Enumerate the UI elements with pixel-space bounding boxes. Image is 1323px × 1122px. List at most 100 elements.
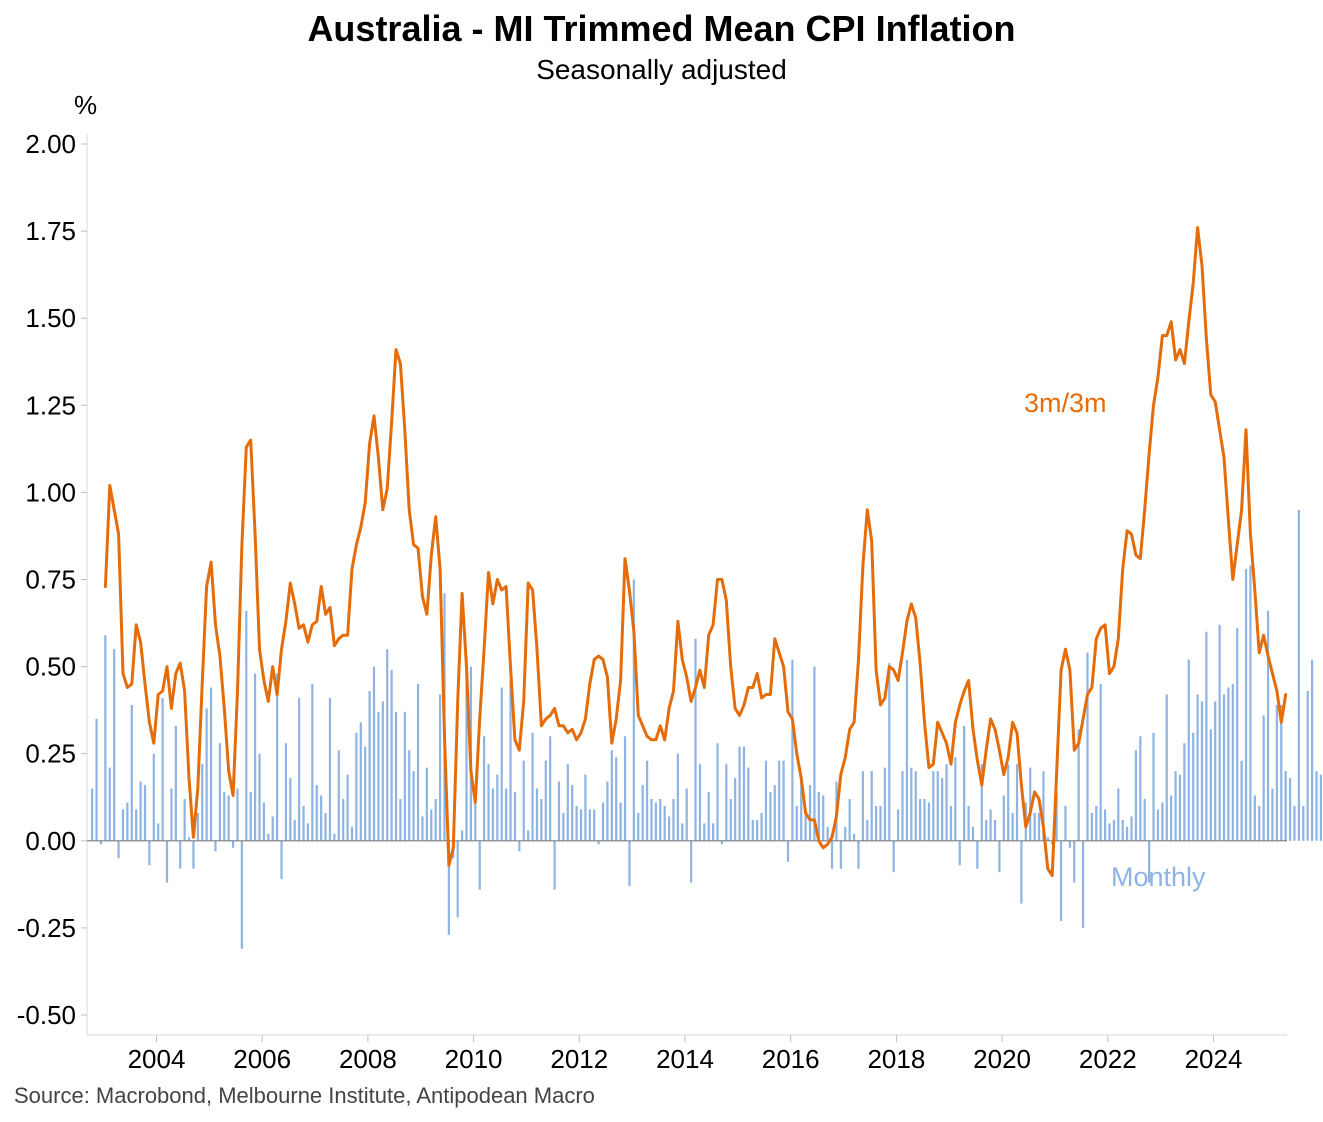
- monthly-bar: [456, 840, 459, 918]
- monthly-bar: [544, 760, 547, 841]
- monthly-bar: [919, 798, 922, 841]
- monthly-bar: [500, 687, 503, 841]
- monthly-bar: [1222, 694, 1226, 841]
- monthly-bar: [632, 579, 635, 841]
- monthly-bar: [575, 805, 578, 841]
- monthly-bar: [888, 663, 891, 841]
- monthly-bar: [174, 725, 177, 841]
- y-tick-label: 0.25: [25, 739, 76, 769]
- monthly-bar: [161, 697, 164, 841]
- monthly-bar: [364, 746, 367, 841]
- monthly-bar: [848, 798, 851, 841]
- monthly-bar: [223, 792, 226, 841]
- monthly-bar: [1002, 795, 1005, 841]
- source-note: Source: Macrobond, Melbourne Institute, …: [14, 1083, 595, 1108]
- monthly-bar: [778, 760, 781, 841]
- monthly-bar: [108, 767, 111, 841]
- monthly-bar: [1293, 805, 1296, 841]
- monthly-bar: [597, 840, 600, 845]
- monthly-bar: [95, 718, 98, 841]
- monthly-bar: [209, 687, 213, 841]
- monthly-bar: [861, 771, 864, 841]
- monthly-bar: [971, 826, 975, 841]
- monthly-bar: [408, 750, 411, 841]
- monthly-bar: [1042, 771, 1045, 841]
- monthly-bar: [654, 802, 657, 841]
- x-tick-label: 2016: [762, 1044, 820, 1074]
- monthly-bar: [945, 764, 948, 841]
- monthly-bar: [271, 816, 274, 841]
- monthly-bar: [1174, 771, 1177, 841]
- monthly-bar: [293, 819, 296, 841]
- monthly-bar: [610, 750, 613, 841]
- monthly-bar: [707, 792, 710, 841]
- monthly-bar: [1130, 816, 1133, 841]
- monthly-bar: [1033, 812, 1036, 841]
- monthly-bar: [623, 736, 627, 841]
- monthly-bar: [117, 840, 120, 859]
- monthly-bar: [1090, 812, 1093, 841]
- 3m3m-line-layer: [103, 226, 1288, 878]
- monthly-bar: [267, 833, 270, 841]
- monthly-bar: [465, 656, 468, 841]
- monthly-bar: [1148, 840, 1151, 883]
- monthly-bar: [315, 785, 318, 841]
- monthly-bar: [535, 788, 539, 841]
- monthly-bar: [932, 771, 935, 841]
- monthly-bar: [513, 792, 517, 841]
- monthly-bar: [760, 812, 763, 841]
- monthly-bar: [1236, 628, 1239, 841]
- monthly-bar: [615, 757, 618, 841]
- monthly-bar: [1037, 812, 1041, 841]
- monthly-bar: [786, 840, 790, 862]
- y-tick-label: 2.00: [25, 129, 76, 159]
- x-tick-label: 2010: [445, 1044, 503, 1074]
- monthly-bar: [1064, 805, 1067, 841]
- monthly-bar: [1121, 819, 1124, 841]
- monthly-bar: [201, 764, 204, 841]
- monthly-bar: [386, 649, 389, 841]
- monthly-bar: [892, 840, 895, 873]
- monthly-bar: [985, 819, 988, 841]
- monthly-bar: [1249, 565, 1252, 841]
- monthly-bar: [258, 753, 261, 841]
- monthly-bar: [557, 781, 561, 841]
- monthly-bar: [1192, 732, 1195, 841]
- monthly-bar: [659, 798, 662, 841]
- monthly-bar: [183, 798, 186, 841]
- monthly-bar: [645, 760, 649, 841]
- monthly-bar: [1081, 840, 1085, 928]
- y-tick-label: 1.50: [25, 303, 76, 333]
- monthly-bar: [1196, 694, 1199, 841]
- monthly-bar: [253, 673, 257, 841]
- monthly-bar: [130, 704, 133, 841]
- monthly-bar: [320, 795, 323, 841]
- monthly-bar: [967, 805, 970, 841]
- monthly-bar: [791, 659, 794, 841]
- monthly-bar: [505, 788, 508, 841]
- monthly-bar: [1095, 805, 1098, 841]
- monthly-bar: [641, 785, 644, 841]
- monthly-bar: [214, 840, 217, 852]
- series-label-3m3m: 3m/3m: [1024, 388, 1107, 418]
- y-tick-label: 1.25: [25, 390, 76, 420]
- monthly-bar: [1240, 760, 1243, 841]
- chart-title: Australia - MI Trimmed Mean CPI Inflatio…: [307, 8, 1016, 49]
- monthly-bar: [1262, 715, 1265, 841]
- monthly-bar: [817, 792, 820, 841]
- monthly-bar: [355, 732, 358, 841]
- monthly-bar: [588, 809, 591, 841]
- monthly-bar: [897, 809, 900, 841]
- y-tick-label: 0.75: [25, 565, 76, 595]
- monthly-bar: [496, 774, 499, 841]
- monthly-bar: [826, 826, 829, 841]
- monthly-bar: [914, 771, 917, 841]
- monthly-bar: [1258, 805, 1261, 841]
- monthly-bar: [852, 833, 856, 841]
- y-tick-label: 0.00: [25, 826, 76, 856]
- chart-axes: 2.00 1.75 1.50 1.25 1.00 0.75 0.50 0.25 0.00 -0.2…: [17, 129, 1287, 1074]
- y-tick-label: -0.50: [17, 1000, 76, 1030]
- monthly-bar: [742, 746, 746, 841]
- monthly-bar: [628, 840, 631, 887]
- monthly-bar: [941, 778, 944, 841]
